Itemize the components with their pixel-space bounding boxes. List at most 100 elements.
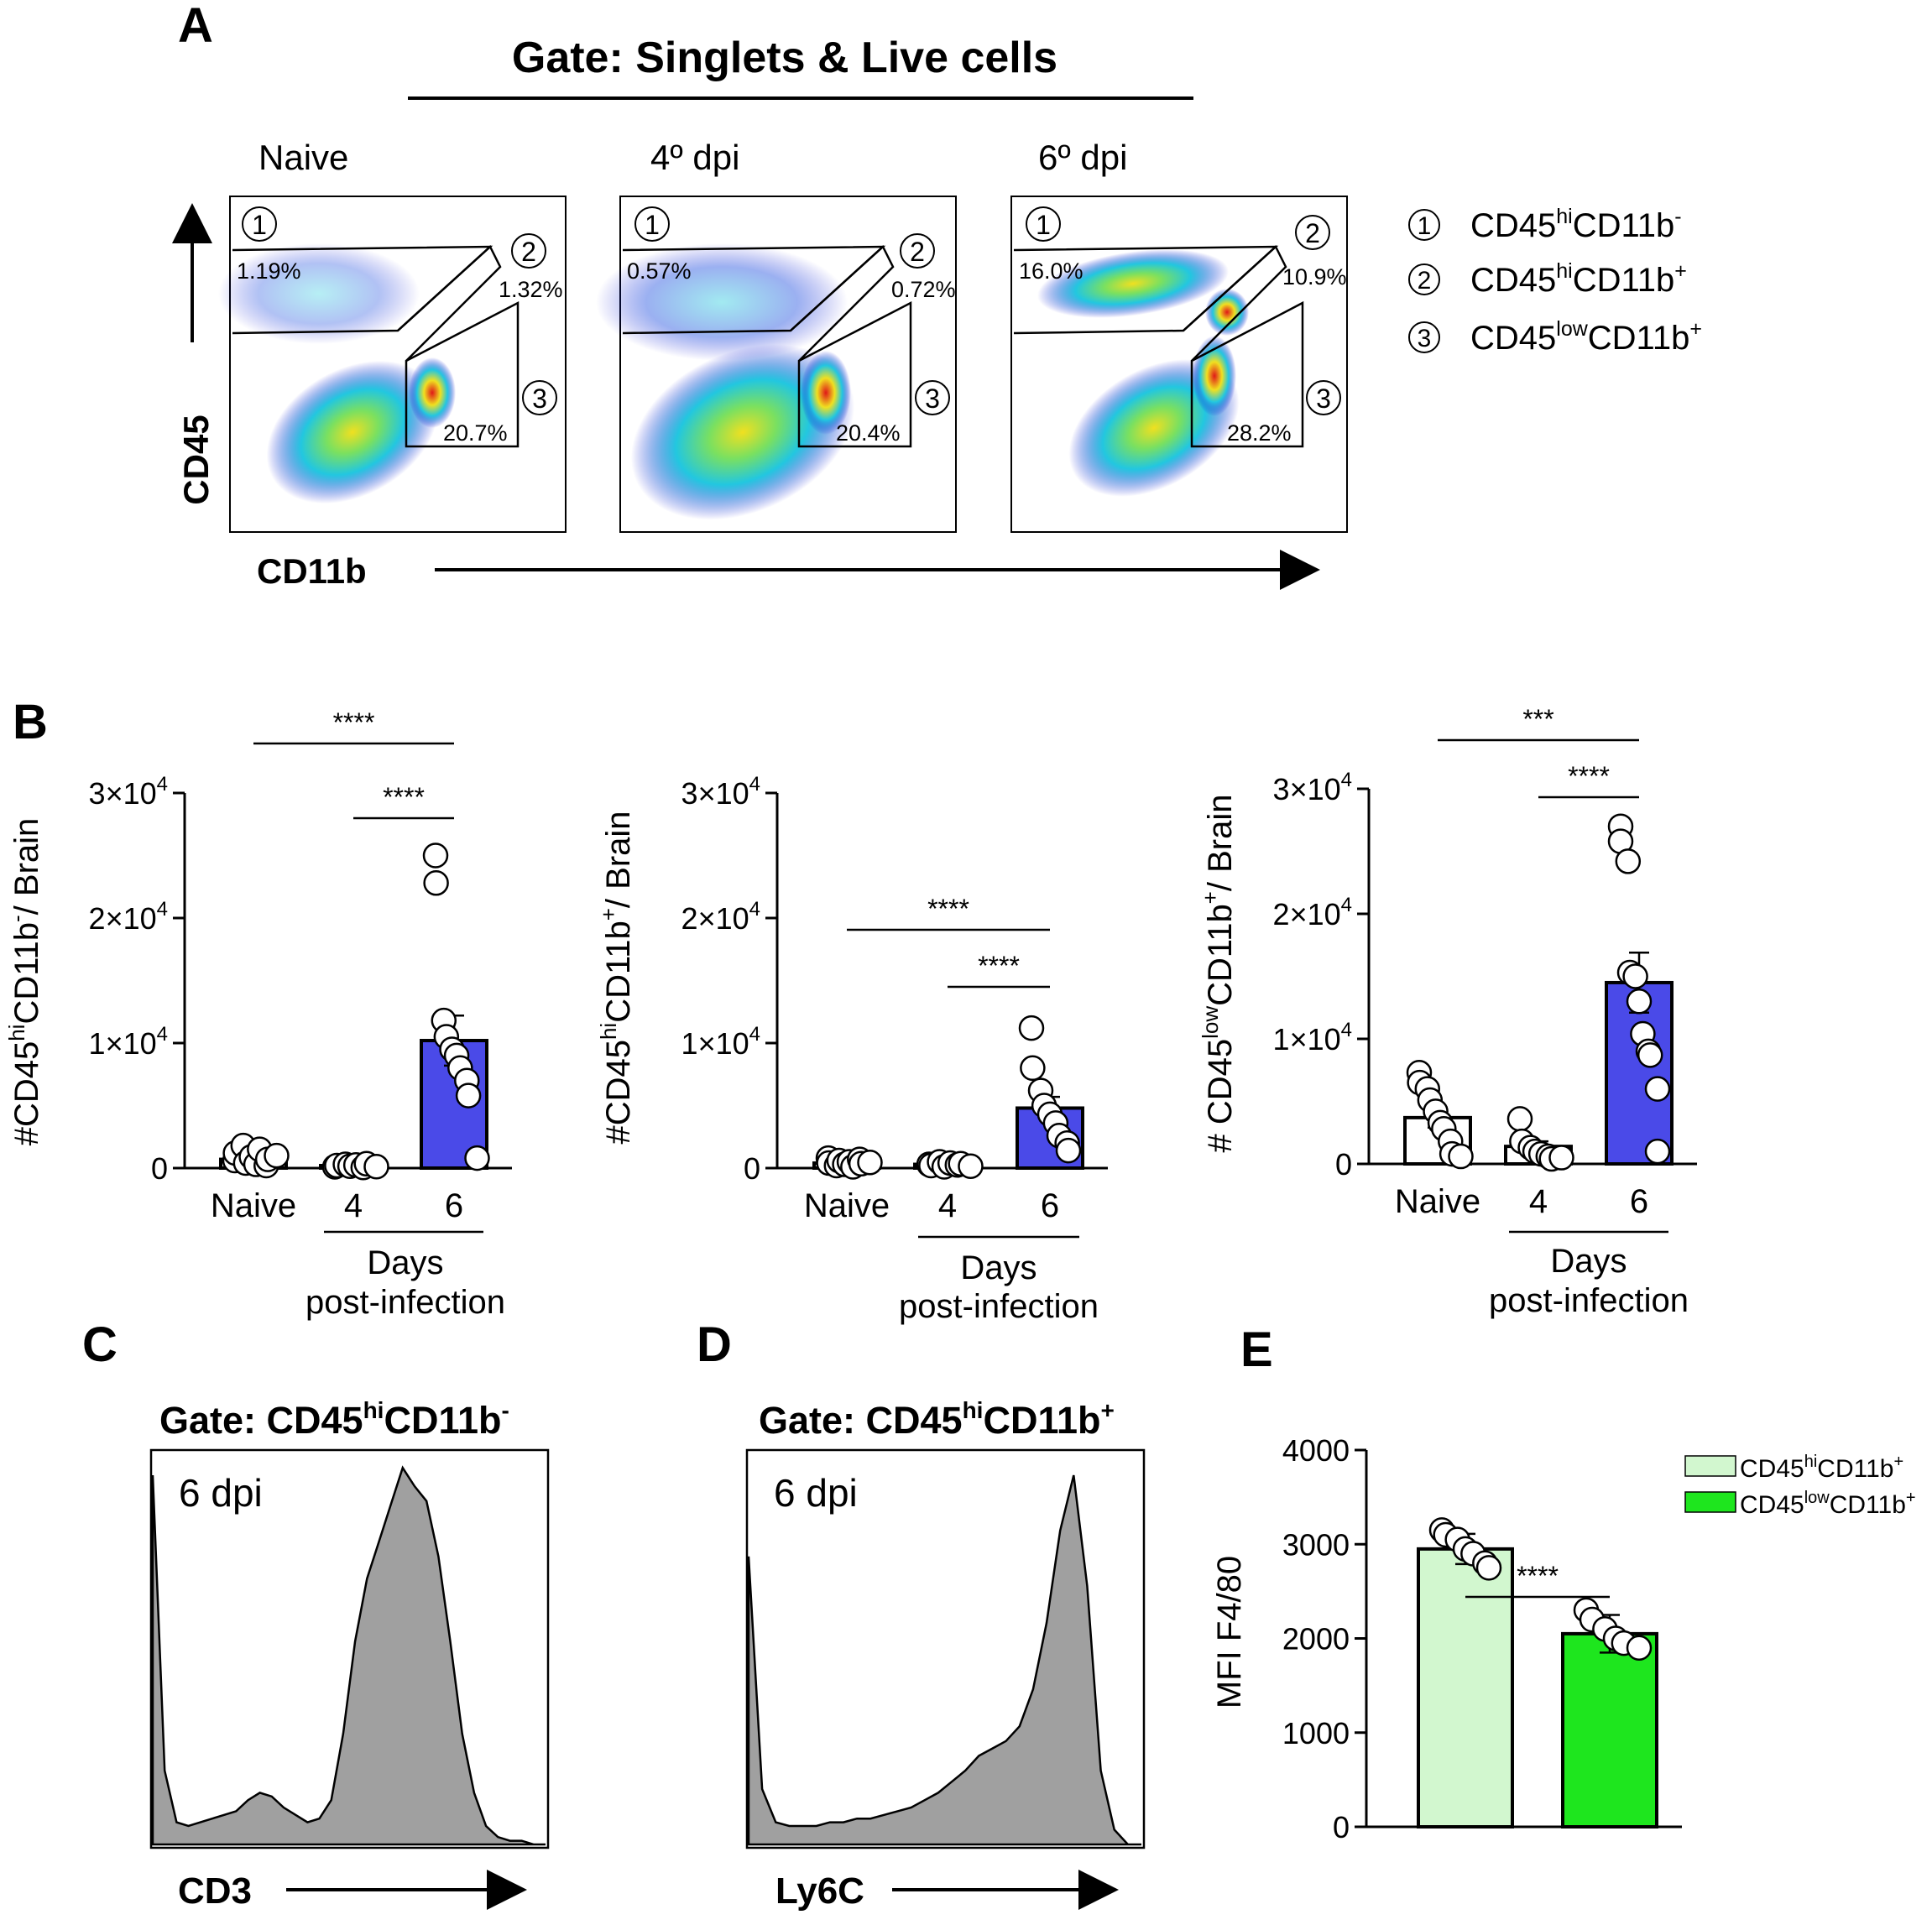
x-tick-label: 6: [1630, 1183, 1648, 1220]
bar: [1561, 1631, 1658, 1828]
gate-3-percent: 28.2%: [1227, 420, 1292, 446]
histogram-area: [151, 1465, 546, 1846]
x-tick-label: Naive: [1395, 1183, 1480, 1220]
gate-number-1: [242, 206, 277, 242]
legend-label-sup2: +: [1689, 317, 1702, 341]
gate-title-mid: CD11b: [983, 1399, 1100, 1442]
legend-swatch: [1684, 1455, 1736, 1477]
legend-number-circle: [1408, 263, 1440, 295]
y-tick-mantissa: 2×10: [89, 901, 157, 936]
y-tick-exponent: 4: [749, 1023, 760, 1046]
panel-d: D Gate: CD45hiCD11b+ 6 dpi Ly6C: [697, 1317, 1146, 1912]
data-point: [464, 1145, 490, 1171]
panel-letter-b: B: [13, 695, 48, 749]
gate-title-sup1: hi: [963, 1397, 984, 1423]
y-tick-mantissa: 3×10: [89, 776, 157, 811]
y-axis-label: #CD45hiCD11b-/ Brain: [4, 818, 45, 1146]
y-tick-label: 0: [1333, 1810, 1350, 1844]
gate-title-prefix: Gate: CD45: [759, 1399, 963, 1442]
panel-c-gate-title: Gate: CD45hiCD11b-: [159, 1397, 509, 1442]
legend-number: 2: [1418, 267, 1432, 295]
gate-2-percent: 0.72%: [891, 277, 956, 302]
data-point: [1475, 1555, 1502, 1581]
y-tick-label: 0: [744, 1151, 760, 1186]
data-point: [1055, 1137, 1082, 1164]
gate-number-1: [1026, 206, 1061, 242]
y-axis-label-post: / Brain: [1202, 795, 1239, 892]
legend-item-3: 3 CD45lowCD11b+: [1408, 317, 1702, 357]
flow-plot-title: 4º dpi: [650, 138, 739, 177]
y-tick-label: 2000: [1282, 1622, 1350, 1656]
y-tick-exponent: 4: [157, 773, 168, 796]
gate-1-percent: 1.19%: [237, 258, 301, 284]
significance-label: ****: [1568, 761, 1610, 791]
gate-number-2-text: 2: [910, 237, 925, 267]
gate-number-3: [522, 380, 557, 415]
legend-label-mid: CD11b: [1573, 262, 1675, 299]
gate-title-sup2: +: [1101, 1397, 1115, 1423]
gate-2: [1183, 244, 1287, 362]
y-tick-mantissa: 2×10: [681, 901, 749, 936]
legend-label: CD45hiCD11b-: [1470, 205, 1682, 244]
gate-number-2-text: 2: [1305, 218, 1320, 248]
legend-item-1: 1 CD45hiCD11b-: [1408, 205, 1682, 244]
legend-label-mid: CD11b: [1830, 1491, 1906, 1519]
x-axis-title: post-infection: [305, 1284, 505, 1321]
gate-number-1-text: 1: [645, 210, 660, 240]
y-tick-label: 3×104: [89, 773, 168, 811]
x-axis-title: post-infection: [1489, 1282, 1689, 1319]
x-tick-label: Naive: [211, 1187, 296, 1224]
y-tick-mantissa: 2×10: [1273, 897, 1341, 931]
significance-label: ***: [1522, 704, 1553, 734]
cell-density-hot: [1193, 336, 1236, 416]
legend-number-circle: [1408, 209, 1440, 241]
legend-label: CD45hiCD11b+: [1470, 259, 1687, 299]
y-tick-label: 0: [1335, 1147, 1352, 1182]
data-point: [1644, 1138, 1671, 1165]
data-point: [857, 1150, 883, 1176]
legend-label-sup1: hi: [1556, 259, 1572, 283]
flow-plot-6dpi: 6º dpi 1 2 3 16.0% 10.9% 28.2%: [1010, 138, 1348, 533]
legend-label-sup2: +: [1674, 259, 1687, 283]
legend-label-sup2: +: [1906, 1489, 1916, 1507]
y-tick-label: 1000: [1282, 1716, 1350, 1750]
flow-plot-title: 6º dpi: [1038, 138, 1127, 177]
legend-item-low: CD45lowCD11b+: [1684, 1489, 1916, 1519]
legend-label-mid: CD11b: [1573, 207, 1675, 244]
y-tick-label: 3×104: [681, 773, 760, 811]
panel-letter-e: E: [1240, 1322, 1273, 1377]
gate-2-percent: 10.9%: [1282, 264, 1347, 290]
legend-number: 1: [1418, 212, 1432, 240]
data-point: [1448, 1143, 1474, 1170]
gate-2: [790, 244, 895, 362]
y-tick-exponent: 4: [1341, 894, 1352, 916]
legend-label-sup1: hi: [1804, 1453, 1818, 1471]
legend-label: CD45lowCD11b+: [1740, 1489, 1916, 1519]
x-tick-label: 6: [445, 1187, 463, 1224]
y-tick-exponent: 4: [1341, 769, 1352, 791]
y-axis-label-sup1: low: [1198, 1006, 1223, 1039]
panel-c: C Gate: CD45hiCD11b- 6 dpi CD3: [82, 1317, 550, 1912]
gate-number-1-text: 1: [1036, 210, 1051, 240]
legend-label-sup2: +: [1893, 1453, 1903, 1471]
x-axis-title: post-infection: [899, 1288, 1099, 1325]
data-point: [1506, 1106, 1533, 1132]
y-tick-label: 1×104: [89, 1023, 168, 1061]
legend-label-sup1: low: [1556, 317, 1588, 341]
gate-2-percent: 1.32%: [499, 277, 563, 302]
legend-label-base: CD45: [1740, 1491, 1804, 1519]
legend-label-base: CD45: [1470, 262, 1556, 299]
gate-number-2: [511, 233, 546, 269]
legend-number-circle: [1408, 321, 1440, 353]
significance-label: ****: [1517, 1561, 1559, 1591]
data-point: [1018, 1015, 1045, 1041]
y-axis-label-mid: CD11b: [8, 922, 45, 1025]
panel-a-gate-title: Gate: Singlets & Live cells: [512, 34, 1057, 82]
y-axis-label-pre: #CD45: [600, 1040, 637, 1145]
cell-density-scatter: [218, 243, 420, 344]
panel-letter-a: A: [178, 0, 213, 53]
x-tick-label: 4: [344, 1187, 363, 1224]
